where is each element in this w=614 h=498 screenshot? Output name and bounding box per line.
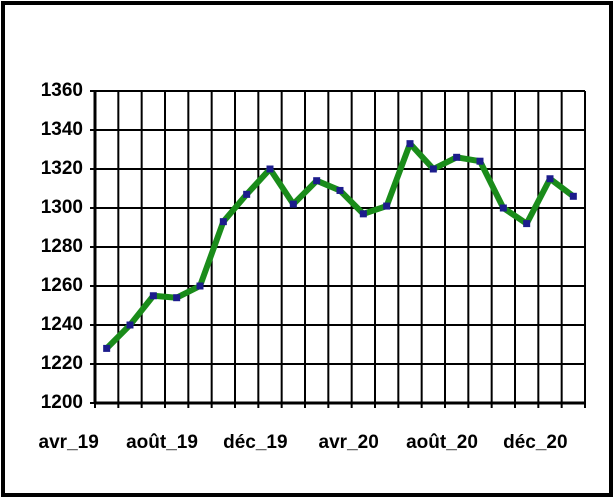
x-tick-label: déc_20 (503, 432, 567, 453)
marker (499, 204, 507, 212)
marker (103, 344, 111, 352)
marker (359, 210, 367, 218)
x-tick-label: déc_19 (223, 432, 287, 453)
y-tick-label: 1260 (41, 275, 83, 296)
marker (429, 165, 437, 173)
x-tick-label: août_20 (406, 432, 478, 453)
y-tick-label: 1320 (41, 158, 83, 179)
marker (219, 218, 227, 226)
marker (383, 202, 391, 210)
marker (243, 190, 251, 198)
y-tick-label: 1200 (41, 392, 83, 413)
y-tick-label: 1220 (41, 353, 83, 374)
marker (126, 321, 134, 329)
marker (173, 294, 181, 302)
y-tick-label: 1240 (41, 314, 83, 335)
marker (149, 292, 157, 300)
y-tick-label: 1300 (41, 197, 83, 218)
x-tick-label: août_19 (126, 432, 198, 453)
marker (569, 192, 577, 200)
marker (289, 200, 297, 208)
marker (336, 186, 344, 194)
y-tick-label: 1280 (41, 236, 83, 257)
marker (266, 165, 274, 173)
x-tick-label: avr_20 (319, 432, 379, 453)
y-tick-label: 1360 (41, 80, 83, 101)
y-tick-label: 1340 (41, 119, 83, 140)
marker (523, 220, 531, 228)
marker (476, 157, 484, 165)
x-tick-label: avr_19 (39, 432, 99, 453)
marker (406, 140, 414, 148)
marker (313, 177, 321, 185)
marker (546, 175, 554, 183)
marker (453, 153, 461, 161)
marker (196, 282, 204, 290)
